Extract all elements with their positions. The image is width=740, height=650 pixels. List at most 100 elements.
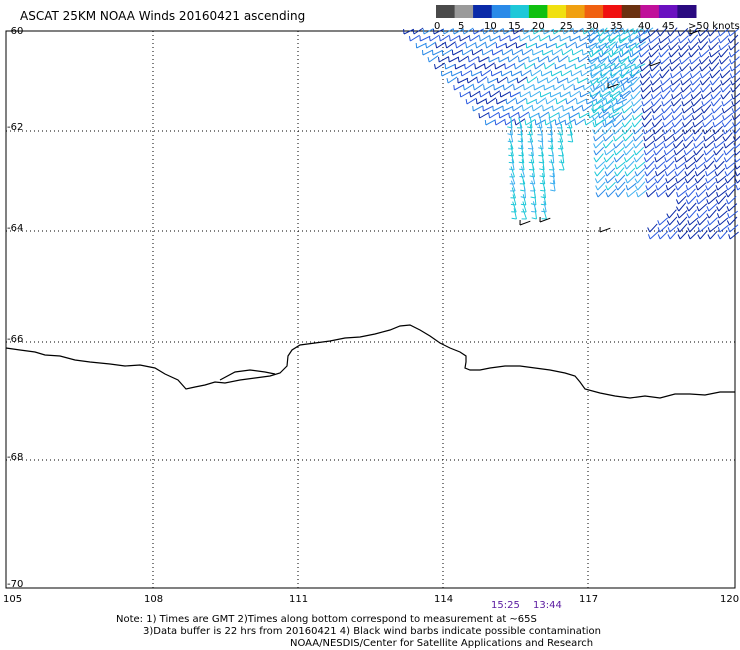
wind-barb [457, 77, 469, 84]
wind-barb [488, 111, 500, 119]
lon-label-105: 105 [3, 594, 23, 605]
wind-barb [716, 202, 727, 212]
wind-barb [520, 69, 532, 77]
wind-barb [669, 63, 681, 72]
wind-barb [699, 76, 711, 86]
wind-barb [682, 139, 694, 149]
wind-barb [719, 70, 731, 79]
wind-barb [589, 63, 601, 72]
wind-barb [647, 223, 658, 233]
wind-barb [629, 49, 641, 58]
graticule [6, 31, 735, 588]
wind-barb [708, 62, 720, 72]
wind-barb [593, 139, 604, 149]
wind-barb [612, 125, 624, 135]
wind-barb [501, 48, 513, 56]
wind-barb [518, 56, 530, 63]
wind-barb [664, 154, 676, 163]
wind-barb [591, 111, 603, 121]
note-line-1: Note: 1) Times are GMT 2)Times along bot… [116, 614, 537, 625]
wind-barb [672, 126, 684, 135]
wind-barb [440, 70, 452, 77]
wind-barb [577, 55, 589, 63]
wind-barb [542, 105, 554, 112]
wind-barb [559, 159, 565, 171]
wind-barb [600, 91, 612, 100]
legend-label: 40 [638, 21, 651, 30]
wind-barb [611, 105, 623, 114]
wind-barb [715, 195, 727, 205]
wind-barb [678, 48, 689, 58]
wind-barb [682, 126, 694, 135]
wind-barb [618, 35, 630, 44]
wind-barb [682, 112, 693, 121]
wind-barb [661, 104, 672, 114]
wind-barb [615, 188, 626, 198]
wind-barb [587, 28, 599, 37]
wind-barb [624, 167, 636, 177]
wind-barb [462, 83, 474, 91]
wind-barb [715, 175, 727, 184]
wind-barb [679, 62, 690, 72]
wind-barb [427, 55, 439, 63]
wind-barb [482, 27, 494, 35]
wind-barb [592, 119, 604, 128]
wind-barb [513, 84, 525, 91]
wind-barb [715, 182, 727, 191]
wind-barb [539, 91, 551, 98]
wind-barb [521, 104, 533, 112]
wind-barb [609, 76, 620, 86]
wind-barb [695, 182, 707, 191]
wind-barb [571, 104, 583, 112]
wind-barb [472, 83, 484, 91]
wind-barb [608, 55, 620, 65]
wind-barb [639, 76, 651, 86]
wind-barb [530, 69, 542, 77]
wind-barb [607, 41, 619, 51]
wind-barb [711, 104, 722, 114]
wind-barb [469, 90, 481, 98]
wind-barb [671, 112, 683, 121]
wind-barb [650, 84, 662, 93]
legend-label: 45 [662, 21, 675, 30]
wind-barb [710, 84, 722, 93]
wind-barb [618, 55, 630, 65]
wind-barb [648, 35, 660, 44]
wind-barb [503, 28, 515, 35]
pass-time-1: 15:25 [491, 600, 520, 611]
wind-barb [434, 62, 446, 70]
wind-barb [725, 182, 737, 191]
wind-barb [720, 83, 731, 93]
wind-barb [731, 92, 740, 100]
wind-barb [502, 83, 514, 91]
wind-barb [463, 62, 475, 70]
wind-barb [555, 42, 567, 49]
wind-barb [697, 230, 708, 240]
wind-barb [562, 83, 574, 91]
wind-barb [496, 98, 508, 105]
wind-barb [676, 189, 688, 198]
wind-barb [714, 167, 726, 177]
wind-barb [412, 27, 424, 35]
wind-barb [471, 70, 482, 77]
wind-barb [637, 28, 649, 37]
wind-barb [659, 56, 670, 65]
wind-barb [510, 180, 516, 192]
wind-barb [680, 77, 692, 86]
wind-barb [718, 35, 729, 44]
wind-barb [492, 105, 504, 112]
wind-barb [489, 90, 501, 98]
wind-barb [728, 49, 740, 58]
wind-barb [559, 35, 571, 42]
wind-barb [684, 167, 696, 177]
wind-barb [520, 186, 526, 199]
wind-barb [539, 216, 551, 223]
legend-swatch [436, 5, 456, 18]
wind-barb [713, 153, 724, 163]
wind-barb [425, 41, 437, 49]
wind-barb [433, 28, 445, 35]
wind-barb [627, 28, 639, 37]
wind-barb [731, 106, 740, 114]
wind-barb [707, 224, 719, 233]
wind-barb [507, 77, 519, 84]
